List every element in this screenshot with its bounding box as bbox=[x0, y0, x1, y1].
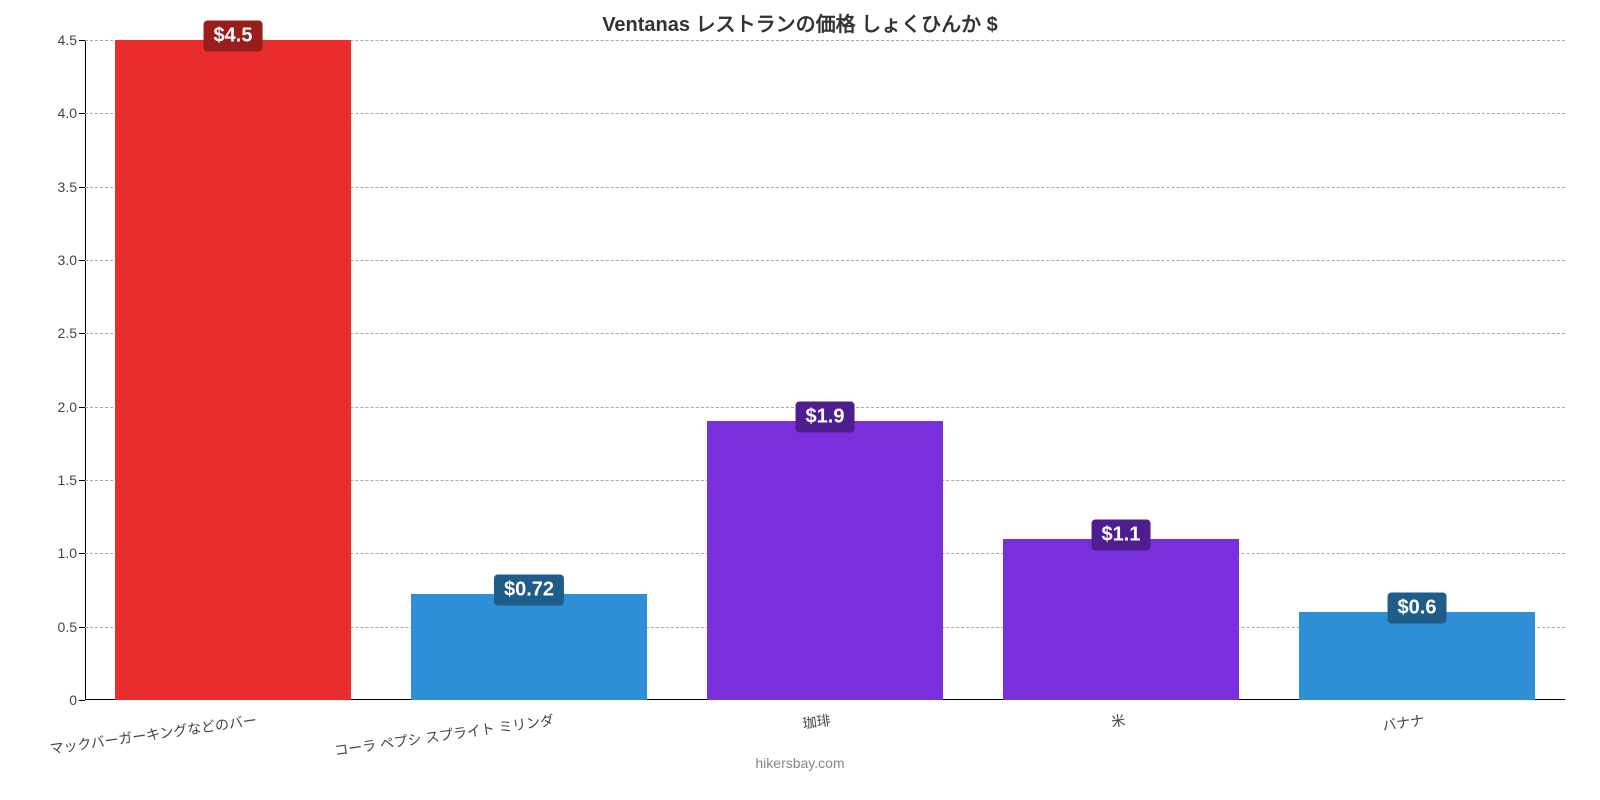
x-category-label: 珈琲 bbox=[800, 700, 832, 734]
y-tick-label: 3.5 bbox=[58, 179, 85, 195]
y-tick-label: 3.0 bbox=[58, 252, 85, 268]
y-tick-label: 4.5 bbox=[58, 32, 85, 48]
x-category-label: コーラ ペプシ スプライト ミリンダ bbox=[332, 700, 556, 761]
x-category-label: 米 bbox=[1109, 700, 1127, 732]
y-tick-label: 2.5 bbox=[58, 325, 85, 341]
chart-footer: hikersbay.com bbox=[0, 755, 1600, 771]
bar: $0.72 bbox=[411, 594, 648, 700]
y-axis-line bbox=[85, 40, 86, 700]
y-tick-label: 0 bbox=[69, 692, 85, 708]
x-category-label: バナナ bbox=[1380, 700, 1426, 736]
bar-value-label: $4.5 bbox=[204, 21, 263, 52]
bar: $4.5 bbox=[115, 40, 352, 700]
bar: $0.6 bbox=[1299, 612, 1536, 700]
y-tick-label: 1.5 bbox=[58, 472, 85, 488]
bar-value-label: $1.1 bbox=[1092, 519, 1151, 550]
y-tick-label: 2.0 bbox=[58, 399, 85, 415]
y-tick-label: 4.0 bbox=[58, 105, 85, 121]
x-category-label: マックバーガーキングなどのバー bbox=[47, 700, 258, 759]
chart-container: Ventanas レストランの価格 しょくひんか $ 00.51.01.52.0… bbox=[0, 0, 1600, 800]
bar-value-label: $0.6 bbox=[1388, 593, 1447, 624]
y-tick-label: 0.5 bbox=[58, 619, 85, 635]
bar-value-label: $0.72 bbox=[494, 575, 564, 606]
bar: $1.9 bbox=[707, 421, 944, 700]
bar-value-label: $1.9 bbox=[796, 402, 855, 433]
bar: $1.1 bbox=[1003, 539, 1240, 700]
plot-area: 00.51.01.52.02.53.03.54.04.5$4.5マックバーガーキ… bbox=[85, 40, 1565, 700]
y-tick-label: 1.0 bbox=[58, 545, 85, 561]
